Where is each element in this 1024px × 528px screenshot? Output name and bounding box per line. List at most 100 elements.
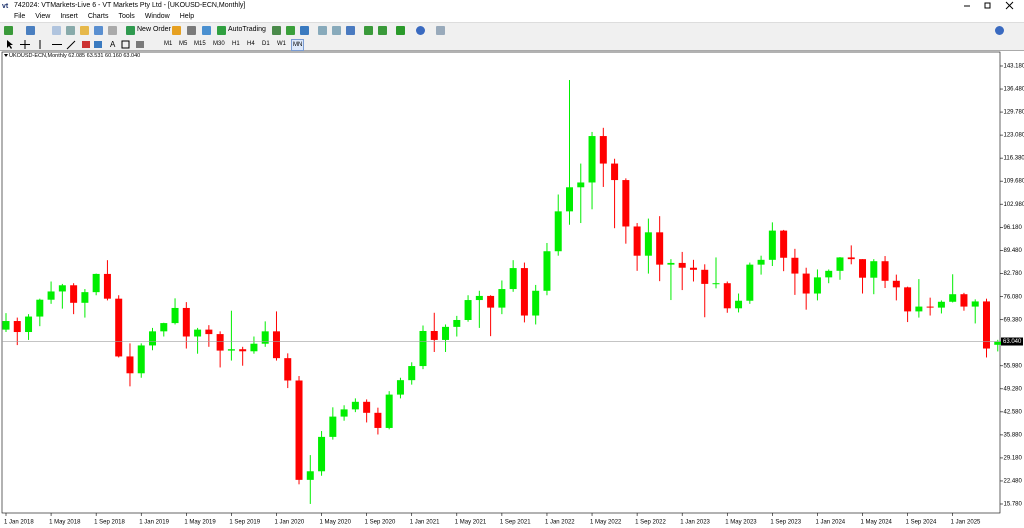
candle-body [442,326,450,340]
timeframe-button[interactable]: M15 [194,41,206,47]
candle-body [182,307,190,337]
icon[interactable] [52,26,61,35]
icon[interactable] [436,26,445,35]
candle-body [340,409,348,417]
y-tick-label: 136.480 [1004,87,1024,93]
candle-body [396,380,404,395]
candle-body [498,289,506,308]
icon[interactable] [108,26,117,35]
candle-body [836,257,844,271]
icon[interactable] [332,26,341,35]
x-tick-label: 1 Sep 2018 [94,520,125,526]
last-price-box [1001,337,1023,346]
x-tick-label: 1 Jan 2020 [274,520,304,526]
open-value: 62.085 [68,53,86,59]
chart-menu-arrow[interactable] [4,54,8,57]
icon[interactable] [318,26,327,35]
menu-item[interactable]: Insert [60,13,78,20]
candle-body [633,226,641,256]
x-tick-label: 1 Sep 2024 [906,520,937,526]
icon[interactable] [80,26,89,35]
icon[interactable] [66,26,75,35]
x-tick-label: 1 May 2023 [725,520,757,526]
candle-body [971,301,979,307]
candle-body [937,301,945,308]
icon[interactable] [364,26,373,35]
candle-body [689,267,697,270]
y-tick-label: 96.180 [1004,225,1023,231]
icon[interactable] [126,26,135,35]
x-tick-label: 1 May 2020 [320,520,352,526]
candle-body [949,294,957,302]
y-tick-label: 102.980 [1004,202,1024,208]
candle-body [13,321,21,333]
menu-item[interactable]: Tools [118,13,135,20]
app-logo: vt [2,3,9,9]
candle-body [239,349,247,352]
candle-body [115,298,123,357]
window-controls[interactable] [958,1,1018,10]
y-tick-label: 116.380 [1004,156,1024,162]
candle-body [982,301,990,349]
drawing-tools[interactable]: A [4,39,159,50]
candle-body [216,334,224,351]
icon[interactable] [4,26,13,35]
timeframe-button[interactable]: M30 [213,41,225,47]
timeframe-button[interactable]: H1 [232,41,240,47]
timeframe-button[interactable]: D1 [262,41,270,47]
drawing-toolbar: A M1 M5 M15 M30 H1 H4 D1 W1 MN [0,38,1024,51]
candle-body [70,285,78,303]
icon[interactable] [217,26,226,35]
candle-body [295,380,303,480]
y-tick-label: 129.780 [1004,110,1024,116]
icon[interactable] [272,26,281,35]
icon[interactable] [346,26,355,35]
candle-body [768,230,776,260]
icon[interactable] [26,26,35,35]
timeframe-button[interactable]: MN [291,39,305,51]
candle-body [419,330,427,367]
candle-body [58,285,66,292]
candle-body [701,269,709,284]
icon[interactable] [378,26,387,35]
icon[interactable] [94,26,103,35]
candle-body [103,273,111,299]
candle-body [554,211,562,252]
menu-item[interactable]: Window [144,13,170,20]
x-tick-label: 1 May 2018 [49,520,81,526]
candle-body [813,277,821,294]
timeframe-button[interactable]: H4 [247,41,255,47]
y-tick-label: 49.280 [1004,386,1023,392]
x-tick-label: 1 May 2024 [861,520,893,526]
timeframe-button[interactable]: W1 [277,41,286,47]
menu-item[interactable]: View [35,13,51,20]
high-value: 63.531 [86,53,104,59]
candle-body [994,341,1002,345]
icon[interactable] [202,26,211,35]
x-tick-label: 1 Sep 2020 [365,520,396,526]
candle-body [194,329,202,337]
timeframe-button[interactable]: M5 [179,41,188,47]
search-icon[interactable] [995,26,1004,35]
x-tick-label: 1 Jan 2022 [545,520,575,526]
icon[interactable] [187,26,196,35]
menu-item[interactable]: File [14,13,26,20]
candle-body [25,316,33,333]
icon[interactable] [286,26,295,35]
candle-body [566,187,573,212]
candle-body [926,306,934,308]
new-order-button[interactable]: New Order [137,26,171,33]
menu-item[interactable]: Help [179,13,195,20]
y-tick-label: 15.780 [1004,502,1023,508]
candle-body [329,416,337,437]
icon[interactable] [396,26,405,35]
candle-body [137,345,145,374]
candle-body [892,280,900,288]
icon[interactable] [172,26,181,35]
icon[interactable] [300,26,309,35]
icon[interactable] [416,26,425,35]
candle-body [363,401,371,413]
timeframe-button[interactable]: M1 [164,41,173,47]
menu-item[interactable]: Charts [87,13,109,20]
autotrading-button[interactable]: AutoTrading [228,26,266,33]
